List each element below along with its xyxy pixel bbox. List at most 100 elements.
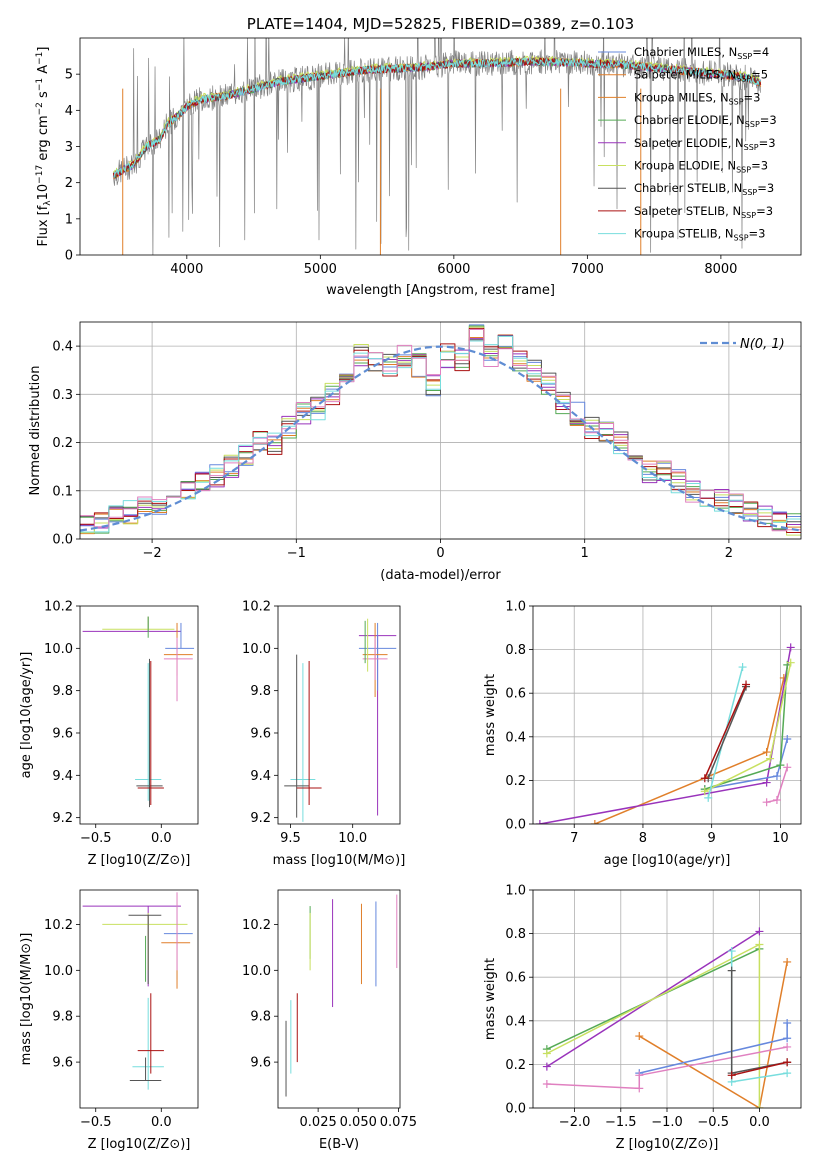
weight-line — [546, 943, 761, 1108]
y-tick-label: 0.1 — [52, 484, 73, 499]
weight-marker — [535, 820, 544, 824]
x-tick-label: 2 — [725, 546, 733, 561]
residuals-axes: −2 −1 0 1 2 0.0 0.1 0.2 0.3 0.4 N(0, 1) (data-model… — [28, 321, 802, 583]
y-tick-label: 10.0 — [44, 642, 73, 657]
y-tick-label: 0.6 — [505, 971, 526, 986]
chart-title: PLATE=1404, MJD=52825, FIBERID=0389, z=0… — [247, 15, 634, 33]
x-axis-label: Z [log10(Z/Z⊙)] — [88, 1137, 191, 1152]
weight-marker — [783, 1069, 792, 1078]
weight-line — [731, 1061, 788, 1077]
weight-line — [704, 684, 747, 779]
weight-marker — [542, 1049, 551, 1058]
x-tick-label: −0.5 — [697, 1115, 729, 1130]
mass_vs_Z-axes: −0.5 0.0 9.6 9.8 10.0 10.2 Z [log10(Z/Z⊙)] mass… — [19, 889, 199, 1152]
mass_vs_ebv-axes: 0.025 0.050 0.075 9.6 9.8 10.0 10.2 E(B-V) — [242, 889, 417, 1152]
x-tick-label: 9 — [708, 831, 716, 846]
y-axis-label: age [log10(age/yr)] — [19, 652, 34, 779]
x-axis-label: mass [log10(M/M⊙)] — [273, 853, 406, 868]
weight-marker — [786, 643, 795, 652]
axes-frame — [532, 605, 802, 825]
axes-frame — [79, 321, 802, 540]
weight-marker — [783, 1042, 792, 1051]
legend-entry: Chabrier STELIB, NSSP=3 — [634, 181, 774, 197]
weight-marker — [542, 1062, 551, 1071]
y-tick-label: 10.0 — [242, 964, 271, 979]
y-tick-label: 4 — [65, 104, 73, 119]
y-tick-label: 0.0 — [52, 533, 73, 548]
axes-frame — [277, 889, 401, 1109]
y-tick-label: 9.8 — [250, 684, 271, 699]
y-axis-label: mass [log10(M/M⊙)] — [19, 933, 34, 1066]
weight_vs_age-axes: 7 8 9 10 0.0 0.2 0.4 0.6 0.8 1.0 age [log10(age/yr… — [483, 600, 802, 868]
y-tick-label: 9.6 — [250, 1056, 271, 1071]
weight-line — [546, 1046, 788, 1090]
ebv-bars — [285, 894, 398, 1097]
y-axis-label: Flux [fλ10−17 erg cm−2 s−1 A−1] — [35, 47, 53, 247]
y-tick-label: 0.2 — [505, 774, 526, 789]
weight-marker — [727, 1071, 736, 1080]
y-tick-label: 10.0 — [242, 642, 271, 657]
x-axis-label: (data-model)/error — [380, 568, 501, 583]
age_vs_Z-axes: −0.5 0.0 9.2 9.4 9.6 9.8 10.0 10.2 Z [log10(Z/Z⊙… — [19, 600, 199, 868]
x-tick-label: 1 — [581, 546, 589, 561]
y-axis-label: Normed distribution — [28, 366, 43, 496]
spectrum-lines — [112, 38, 762, 255]
y-tick-label: 0.8 — [505, 927, 526, 942]
weight-marker — [766, 754, 775, 763]
y-tick-label: 10.2 — [242, 600, 271, 615]
x-tick-label: 5000 — [304, 262, 337, 277]
weight-marker — [772, 772, 781, 781]
weight-marker — [783, 1018, 792, 1027]
x-tick-label: 0.075 — [380, 1115, 417, 1130]
y-tick-label: 9.6 — [52, 726, 73, 741]
weight-line — [539, 647, 792, 824]
weight-marker — [704, 793, 713, 802]
histogram-steps — [80, 324, 801, 536]
y-tick-label: 10.2 — [44, 918, 73, 933]
legend-entry: Kroupa MILES, NSSP=3 — [634, 90, 760, 106]
model-spectrum-line — [112, 57, 762, 177]
weight-marker — [755, 927, 764, 936]
x-tick-label: 4000 — [170, 262, 203, 277]
age_vs_mass-axes: 9.5 10.0 9.2 9.4 9.6 9.8 10.0 10.2 mass [log10(M… — [242, 600, 405, 869]
axes-frame — [532, 889, 802, 1109]
model-spectrum-line — [113, 57, 762, 178]
y-tick-label: 0.8 — [505, 643, 526, 658]
x-tick-label: 7 — [570, 831, 578, 846]
x-tick-label: 0.050 — [340, 1115, 377, 1130]
weight-marker — [772, 796, 781, 805]
y-tick-label: 9.2 — [250, 811, 271, 826]
x-tick-label: 7000 — [571, 262, 604, 277]
x-tick-label: −0.5 — [80, 1115, 112, 1130]
y-tick-label: 0.4 — [505, 730, 526, 745]
y-tick-label: 9.6 — [52, 1056, 73, 1071]
y-tick-label: 1.0 — [505, 884, 526, 899]
weight-marker — [762, 778, 771, 787]
weight-marker — [762, 748, 771, 757]
y-tick-label: 0.0 — [505, 818, 526, 833]
errorbar-points — [284, 618, 397, 822]
weight-marker — [783, 734, 792, 743]
weight-marker — [783, 1034, 792, 1043]
weight-marker — [755, 940, 764, 949]
y-axis-label: mass weight — [483, 674, 498, 756]
weight-marker — [783, 1058, 792, 1067]
y-tick-label: 10.2 — [242, 918, 271, 933]
x-tick-label: 0.0 — [151, 1115, 172, 1130]
y-tick-label: 9.6 — [250, 726, 271, 741]
axes-frame — [79, 605, 199, 825]
weight-marker — [727, 966, 736, 975]
weight-marker — [738, 663, 747, 672]
x-axis-label: Z [log10(Z/Z⊙)] — [88, 853, 191, 868]
legend-entry: Kroupa ELODIE, NSSP=3 — [634, 159, 768, 175]
weight-series — [542, 927, 792, 1108]
x-tick-label: 10 — [772, 831, 789, 846]
x-tick-label: −1.5 — [605, 1115, 637, 1130]
legend-entry: Kroupa STELIB, NSSP=3 — [634, 227, 765, 243]
y-tick-label: 9.8 — [52, 1010, 73, 1025]
weight-marker — [762, 798, 771, 807]
y-axis-label: mass weight — [483, 958, 498, 1040]
x-tick-label: −1.0 — [651, 1115, 683, 1130]
x-tick-label: −0.5 — [80, 831, 112, 846]
